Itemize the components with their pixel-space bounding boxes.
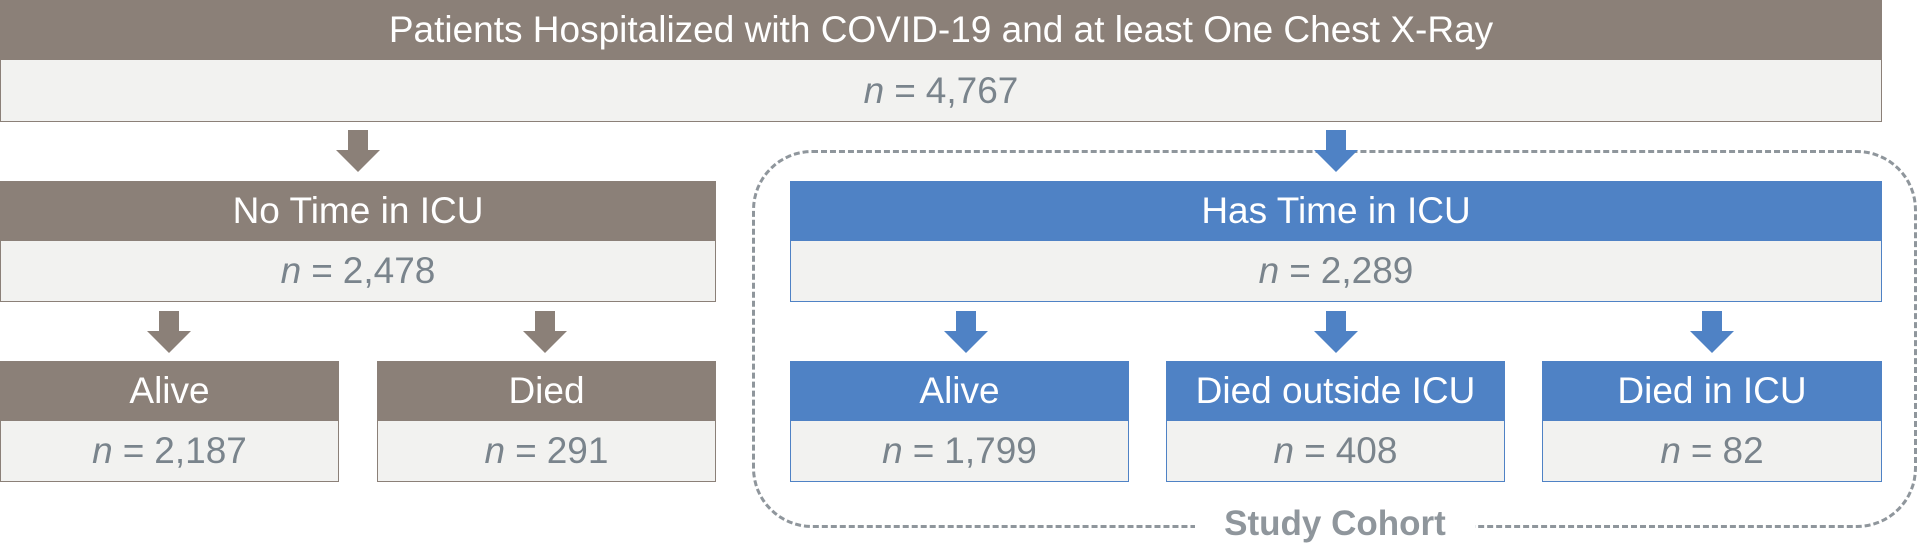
count-prefix: n [92, 430, 113, 471]
count-value: 4,767 [925, 69, 1019, 111]
count-equals: = [1690, 430, 1713, 471]
arrow-to-icu-alive [944, 311, 988, 353]
node-no-icu: No Time in ICU n = 2,478 [0, 181, 716, 302]
node-no-icu-count: n = 2,478 [0, 241, 716, 302]
node-icu-died-outside-title: Died outside ICU [1166, 361, 1505, 421]
arrow-to-icu-died-outside [1314, 311, 1358, 353]
node-no-icu-died-count: n = 291 [377, 421, 716, 482]
node-all-patients-count: n = 4,767 [0, 60, 1882, 122]
node-icu-died-in: Died in ICU n = 82 [1542, 361, 1882, 482]
node-all-patients: Patients Hospitalized with COVID-19 and … [0, 0, 1882, 122]
node-no-icu-alive-count: n = 2,187 [0, 421, 339, 482]
count-value: 2,289 [1320, 250, 1414, 291]
node-all-patients-title: Patients Hospitalized with COVID-19 and … [0, 0, 1882, 60]
node-icu-alive: Alive n = 1,799 [790, 361, 1129, 482]
count-equals: = [122, 430, 145, 471]
node-icu-title: Has Time in ICU [790, 181, 1882, 241]
count-prefix: n [1258, 250, 1280, 291]
node-icu-died-in-count: n = 82 [1542, 421, 1882, 482]
count-value: 291 [546, 430, 609, 471]
node-icu-died-in-title: Died in ICU [1542, 361, 1882, 421]
node-no-icu-alive: Alive n = 2,187 [0, 361, 339, 482]
node-icu-alive-title: Alive [790, 361, 1129, 421]
node-icu-count: n = 2,289 [790, 241, 1882, 302]
count-prefix: n [863, 69, 885, 111]
study-cohort-label: Study Cohort [1195, 503, 1475, 545]
count-equals: = [912, 430, 935, 471]
count-value: 82 [1722, 430, 1764, 471]
count-prefix: n [280, 250, 302, 291]
node-icu-died-outside-count: n = 408 [1166, 421, 1505, 482]
count-equals: = [894, 69, 916, 111]
node-no-icu-title: No Time in ICU [0, 181, 716, 241]
arrow-to-no-icu [336, 130, 380, 172]
node-icu-died-outside: Died outside ICU n = 408 [1166, 361, 1505, 482]
count-equals: = [515, 430, 537, 471]
count-value: 1,799 [944, 430, 1037, 471]
count-prefix: n [484, 430, 506, 471]
count-prefix: n [882, 430, 903, 471]
node-no-icu-died-title: Died [377, 361, 716, 421]
count-equals: = [311, 250, 333, 291]
node-icu: Has Time in ICU n = 2,289 [790, 181, 1882, 302]
arrow-to-no-icu-died [523, 311, 567, 353]
count-value: 2,478 [342, 250, 436, 291]
node-icu-alive-count: n = 1,799 [790, 421, 1129, 482]
arrow-to-icu [1314, 130, 1358, 172]
node-no-icu-died: Died n = 291 [377, 361, 716, 482]
count-prefix: n [1660, 430, 1681, 471]
count-prefix: n [1273, 430, 1295, 471]
arrow-to-icu-died-in [1690, 311, 1734, 353]
count-equals: = [1304, 430, 1326, 471]
count-value: 2,187 [154, 430, 247, 471]
node-no-icu-alive-title: Alive [0, 361, 339, 421]
count-value: 408 [1335, 430, 1398, 471]
arrow-to-no-icu-alive [147, 311, 191, 353]
count-equals: = [1289, 250, 1311, 291]
